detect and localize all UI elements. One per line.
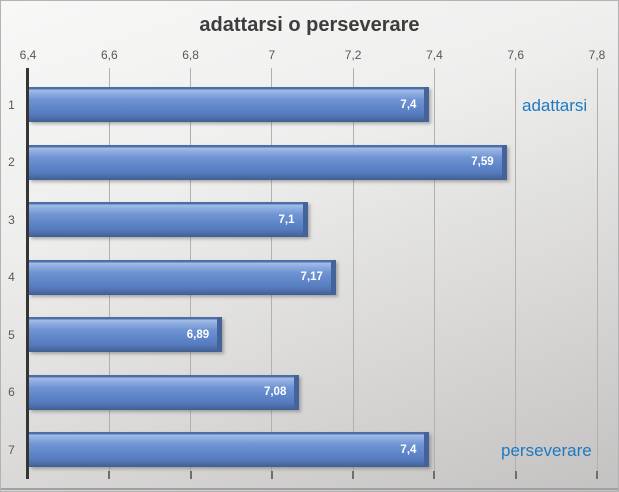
category-axis-label: 3 [8,212,15,227]
plot-area: 7,4 7,59 7,1 7,17 6,89 7,08 7,4 [28,68,598,471]
axis-tick-mark [433,471,436,479]
chart-title: adattarsi o perseverare [199,14,420,36]
annotation-perseverare: perseverare [501,440,592,460]
axis-tick-mark [189,471,192,479]
x-axis-tick-label: 7,6 [507,48,525,62]
bar-category-7: 7,4 [29,432,430,468]
bar-value-label: 7,4 [400,98,417,111]
value-axis-line [26,68,29,479]
bar-category-6: 7,08 [29,374,300,410]
bar-category-1: 7,4 [29,87,430,122]
axis-tick-mark [596,471,598,479]
category-axis-label: 7 [8,442,15,457]
x-axis-tick-label: 6,6 [100,48,118,62]
bar-category-2: 7,59 [29,144,507,180]
bar-value-label: 7,4 [400,443,417,456]
axis-tick-mark [352,471,355,479]
x-axis-tick-label: 7,2 [344,48,362,62]
x-axis-tick-label: 7,4 [426,48,443,62]
gridline [352,68,354,471]
axis-tick-mark [514,471,517,479]
category-axis-label: 4 [8,270,15,285]
category-axis-label: 2 [8,155,15,170]
category-axis-label: 1 [8,97,15,112]
x-axis-tick-label: 6,4 [19,48,37,62]
category-axis-label: 6 [8,385,15,400]
annotation-adattarsi: adattarsi [522,95,588,115]
x-axis-tick-label: 7 [268,48,276,62]
x-axis-tick-label: 6,8 [182,48,199,62]
bar-category-5: 6,89 [29,317,223,353]
bar-category-3: 7,1 [29,202,308,238]
category-axis-label: 5 [8,327,15,342]
chart-bottom-bevel [1,488,618,490]
bar-value-label: 6,89 [186,328,210,341]
axis-tick-mark [108,471,111,479]
bar-value-label: 7,59 [471,156,494,169]
gridline [515,68,517,471]
bar-category-4: 7,17 [29,259,336,295]
bar-value-label: 7,08 [263,386,287,399]
x-axis-tick-label: 7,8 [588,48,606,62]
bar-value-label: 7,17 [300,271,323,284]
axis-tick-mark [270,471,273,479]
gridline [596,68,598,471]
gridline [433,68,435,471]
bar-value-label: 7,1 [278,213,295,226]
